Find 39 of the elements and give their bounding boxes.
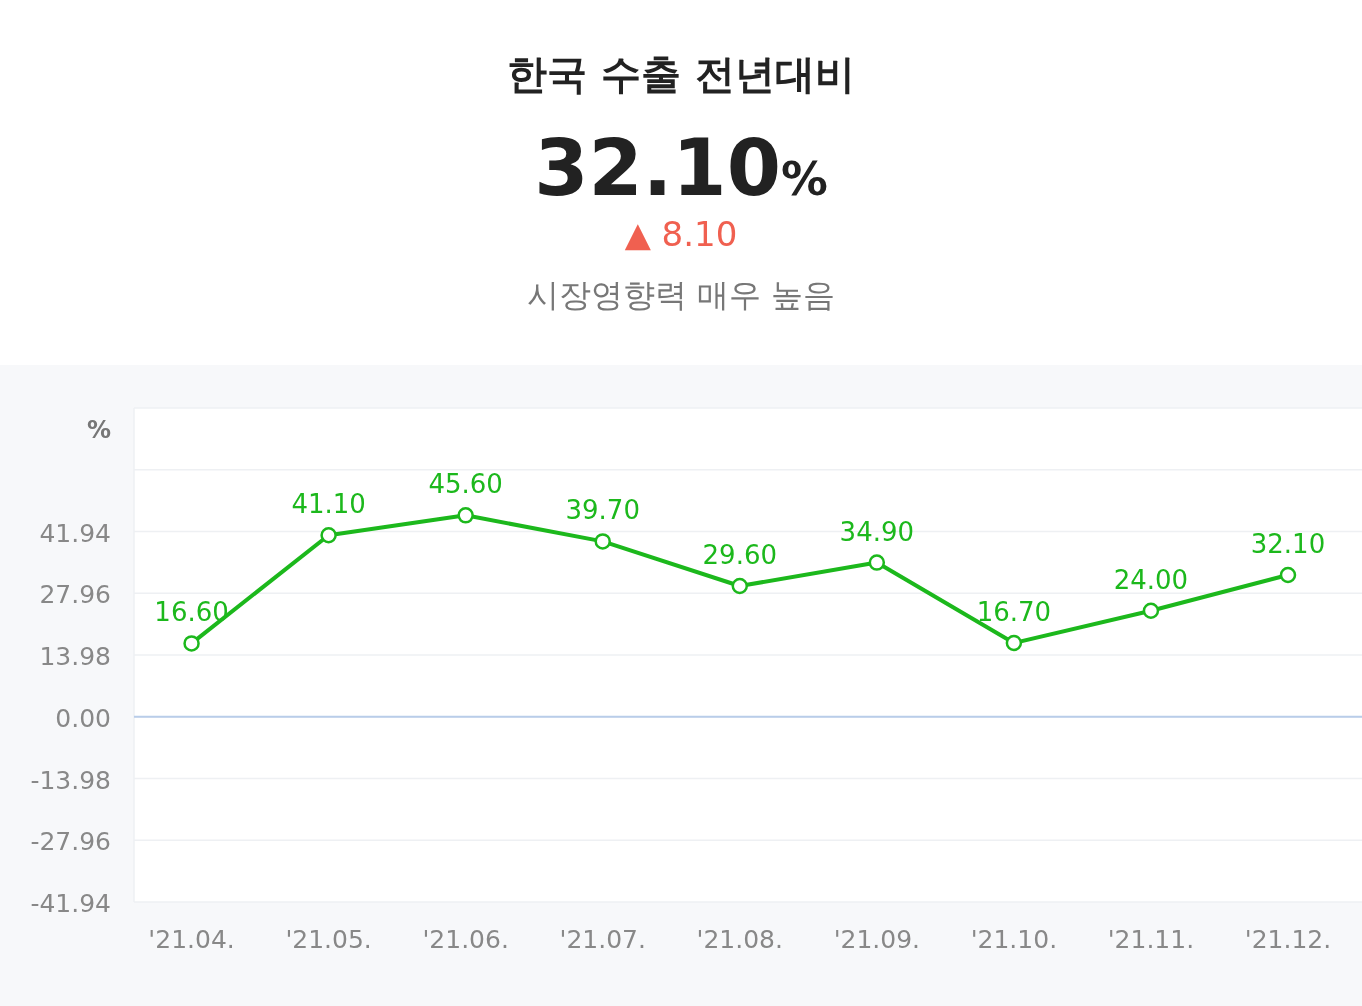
text: 32.10% — [534, 123, 828, 213]
point — [320, 526, 337, 544]
data-label: 45.60 — [428, 469, 503, 500]
y-tick-label: -41.94 — [30, 889, 111, 918]
data-label: 34.90 — [839, 516, 915, 547]
data-label: 29.60 — [702, 540, 777, 571]
chart-title: 한국 수출 전년대비 — [507, 51, 855, 97]
data-label: 41.10 — [291, 489, 366, 520]
data-label: 16.60 — [154, 597, 229, 628]
y-axis-title: % — [86, 416, 111, 444]
point — [1005, 634, 1023, 652]
point — [183, 635, 200, 652]
y-tick-label: 27.96 — [39, 580, 111, 610]
point — [457, 507, 474, 524]
point — [731, 577, 749, 595]
point — [1142, 602, 1160, 619]
data-label: 24.00 — [1113, 564, 1189, 595]
y-tick-label: -13.98 — [30, 765, 111, 795]
data-label: 16.70 — [976, 596, 1052, 627]
point — [594, 533, 611, 550]
x-tick-label: '21.09. — [833, 925, 921, 954]
point — [868, 554, 886, 571]
y-tick-label: 0.00 — [55, 703, 111, 733]
x-tick-label: '21.07. — [559, 925, 646, 954]
text: ▲ 8.10 — [624, 214, 738, 254]
x-tick-label: '21.12. — [1244, 925, 1332, 954]
x-tick-label: '21.05. — [285, 925, 372, 954]
x-tick-label: '21.06. — [422, 925, 509, 954]
data-label: 39.70 — [565, 495, 640, 526]
y-tick-label: 13.98 — [39, 642, 111, 671]
x-tick-label: '21.08. — [696, 925, 783, 954]
point — [1279, 566, 1297, 584]
x-tick-label: '21.11. — [1107, 925, 1195, 954]
y-tick-label: 41.94 — [39, 518, 111, 548]
y-tick-label: -27.96 — [30, 827, 111, 857]
x-tick-label: '21.10. — [970, 925, 1058, 954]
x-tick-label: '21.04. — [148, 925, 235, 954]
data-label: 32.10 — [1250, 528, 1326, 559]
text: 시장영향력 매우 높음 — [526, 276, 836, 314]
